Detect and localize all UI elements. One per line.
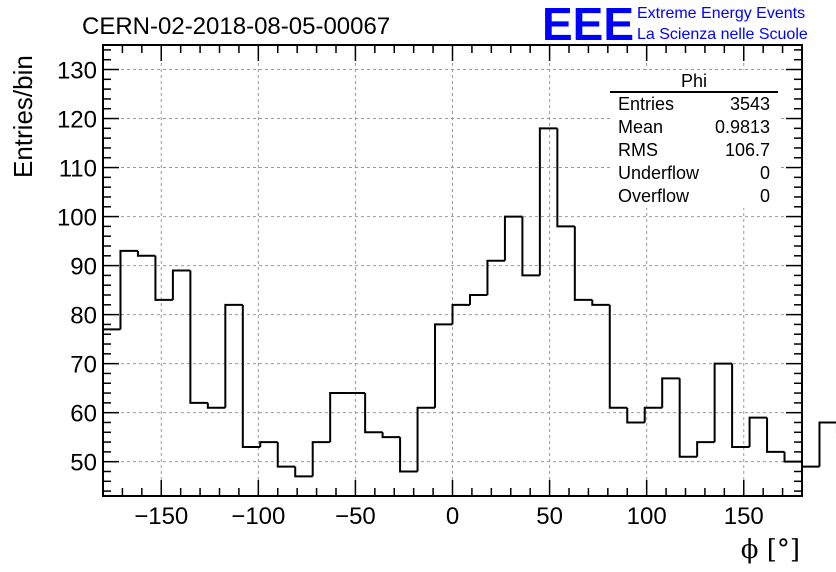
stats-value: 0 xyxy=(760,163,770,183)
y-axis: 50 60 70 80 90 100 110 120 130 xyxy=(57,49,802,492)
histogram-bin xyxy=(451,303,470,325)
x-tick-label: −50 xyxy=(335,503,376,530)
histogram-bin xyxy=(206,402,226,409)
eee-logo-mark: EEE xyxy=(542,0,634,50)
eee-logo-line2: La Scienza nelle Scuole xyxy=(637,26,808,43)
x-tick-label: −150 xyxy=(134,503,188,530)
stats-value: 0 xyxy=(760,186,770,206)
histogram-bin xyxy=(294,466,313,478)
histogram-bin xyxy=(556,128,575,228)
histogram-bin xyxy=(766,417,785,453)
y-tick-label: 80 xyxy=(70,303,97,330)
y-tick-label: 130 xyxy=(57,58,97,85)
histogram-bin xyxy=(434,323,453,408)
x-tick-label: 0 xyxy=(446,503,459,530)
histogram-bin xyxy=(136,250,156,257)
histogram-bin xyxy=(329,392,348,443)
histogram-bin xyxy=(171,269,191,300)
stats-value: 3543 xyxy=(730,94,770,114)
histogram-bin xyxy=(399,437,418,473)
histogram-bin xyxy=(503,215,523,261)
histogram-bin xyxy=(573,226,593,301)
eee-logo-line1: Extreme Energy Events xyxy=(637,5,805,22)
histogram-bin xyxy=(608,304,628,409)
stats-box: Phi Entries 3543 Mean 0.9813 RMS 106.7 Underfl… xyxy=(610,70,778,208)
y-tick-label: 70 xyxy=(70,352,97,379)
y-tick-label: 50 xyxy=(70,450,97,477)
histogram-bins xyxy=(102,127,836,496)
x-axis: −150 −100 −50 0 50 100 150 xyxy=(102,45,803,530)
histogram-bin xyxy=(119,249,138,330)
x-tick-label: 50 xyxy=(536,503,563,530)
y-tick-label: 60 xyxy=(70,401,97,428)
x-tick-label: 150 xyxy=(724,503,764,530)
stats-value: 106.7 xyxy=(725,140,770,160)
histogram-bin xyxy=(678,378,698,458)
stats-label: Mean xyxy=(618,117,663,137)
histogram-bin xyxy=(189,270,208,404)
histogram-bin xyxy=(416,406,436,472)
y-tick-label: 110 xyxy=(59,156,97,183)
histogram-bin xyxy=(311,441,331,477)
x-tick-label: 100 xyxy=(627,503,667,530)
stats-value: 0.9813 xyxy=(715,117,770,137)
eee-logo: EEE Extreme Energy Events La Scienza nel… xyxy=(542,0,808,50)
histogram-bin xyxy=(364,393,383,434)
histogram-bin xyxy=(731,363,750,448)
y-tick-label: 100 xyxy=(57,205,97,232)
histogram-bin xyxy=(643,406,663,423)
histogram-bin xyxy=(276,442,296,468)
histogram-bin xyxy=(154,255,173,301)
histogram-bin xyxy=(224,303,243,408)
y-tick-label: 90 xyxy=(70,254,97,281)
stats-label: RMS xyxy=(618,140,658,160)
y-axis-label: Entries/bin xyxy=(8,55,38,178)
x-axis-label: ϕ [°] xyxy=(741,535,800,565)
stats-label: Overflow xyxy=(618,186,690,206)
chart-title: CERN-02-2018-08-05-00067 xyxy=(82,13,390,40)
stats-title: Phi xyxy=(681,71,707,91)
histogram-bin xyxy=(591,299,610,306)
histogram-bin xyxy=(538,127,558,276)
x-tick-label: −100 xyxy=(231,503,285,530)
histogram-bin xyxy=(468,294,488,305)
histogram-bin xyxy=(713,362,733,443)
histogram-bin xyxy=(486,259,505,296)
histogram-bin xyxy=(748,416,768,447)
stats-label: Entries xyxy=(618,94,674,114)
histogram-bin xyxy=(259,441,278,447)
histogram-bin xyxy=(696,441,715,457)
histogram-bin xyxy=(626,407,645,424)
histogram-bin xyxy=(381,432,401,439)
histogram-bin xyxy=(521,216,540,277)
histogram-bin xyxy=(661,377,680,408)
y-tick-label: 120 xyxy=(57,107,97,134)
histogram-bin xyxy=(241,304,261,448)
histogram-bin xyxy=(818,421,836,467)
stats-label: Underflow xyxy=(618,163,700,183)
